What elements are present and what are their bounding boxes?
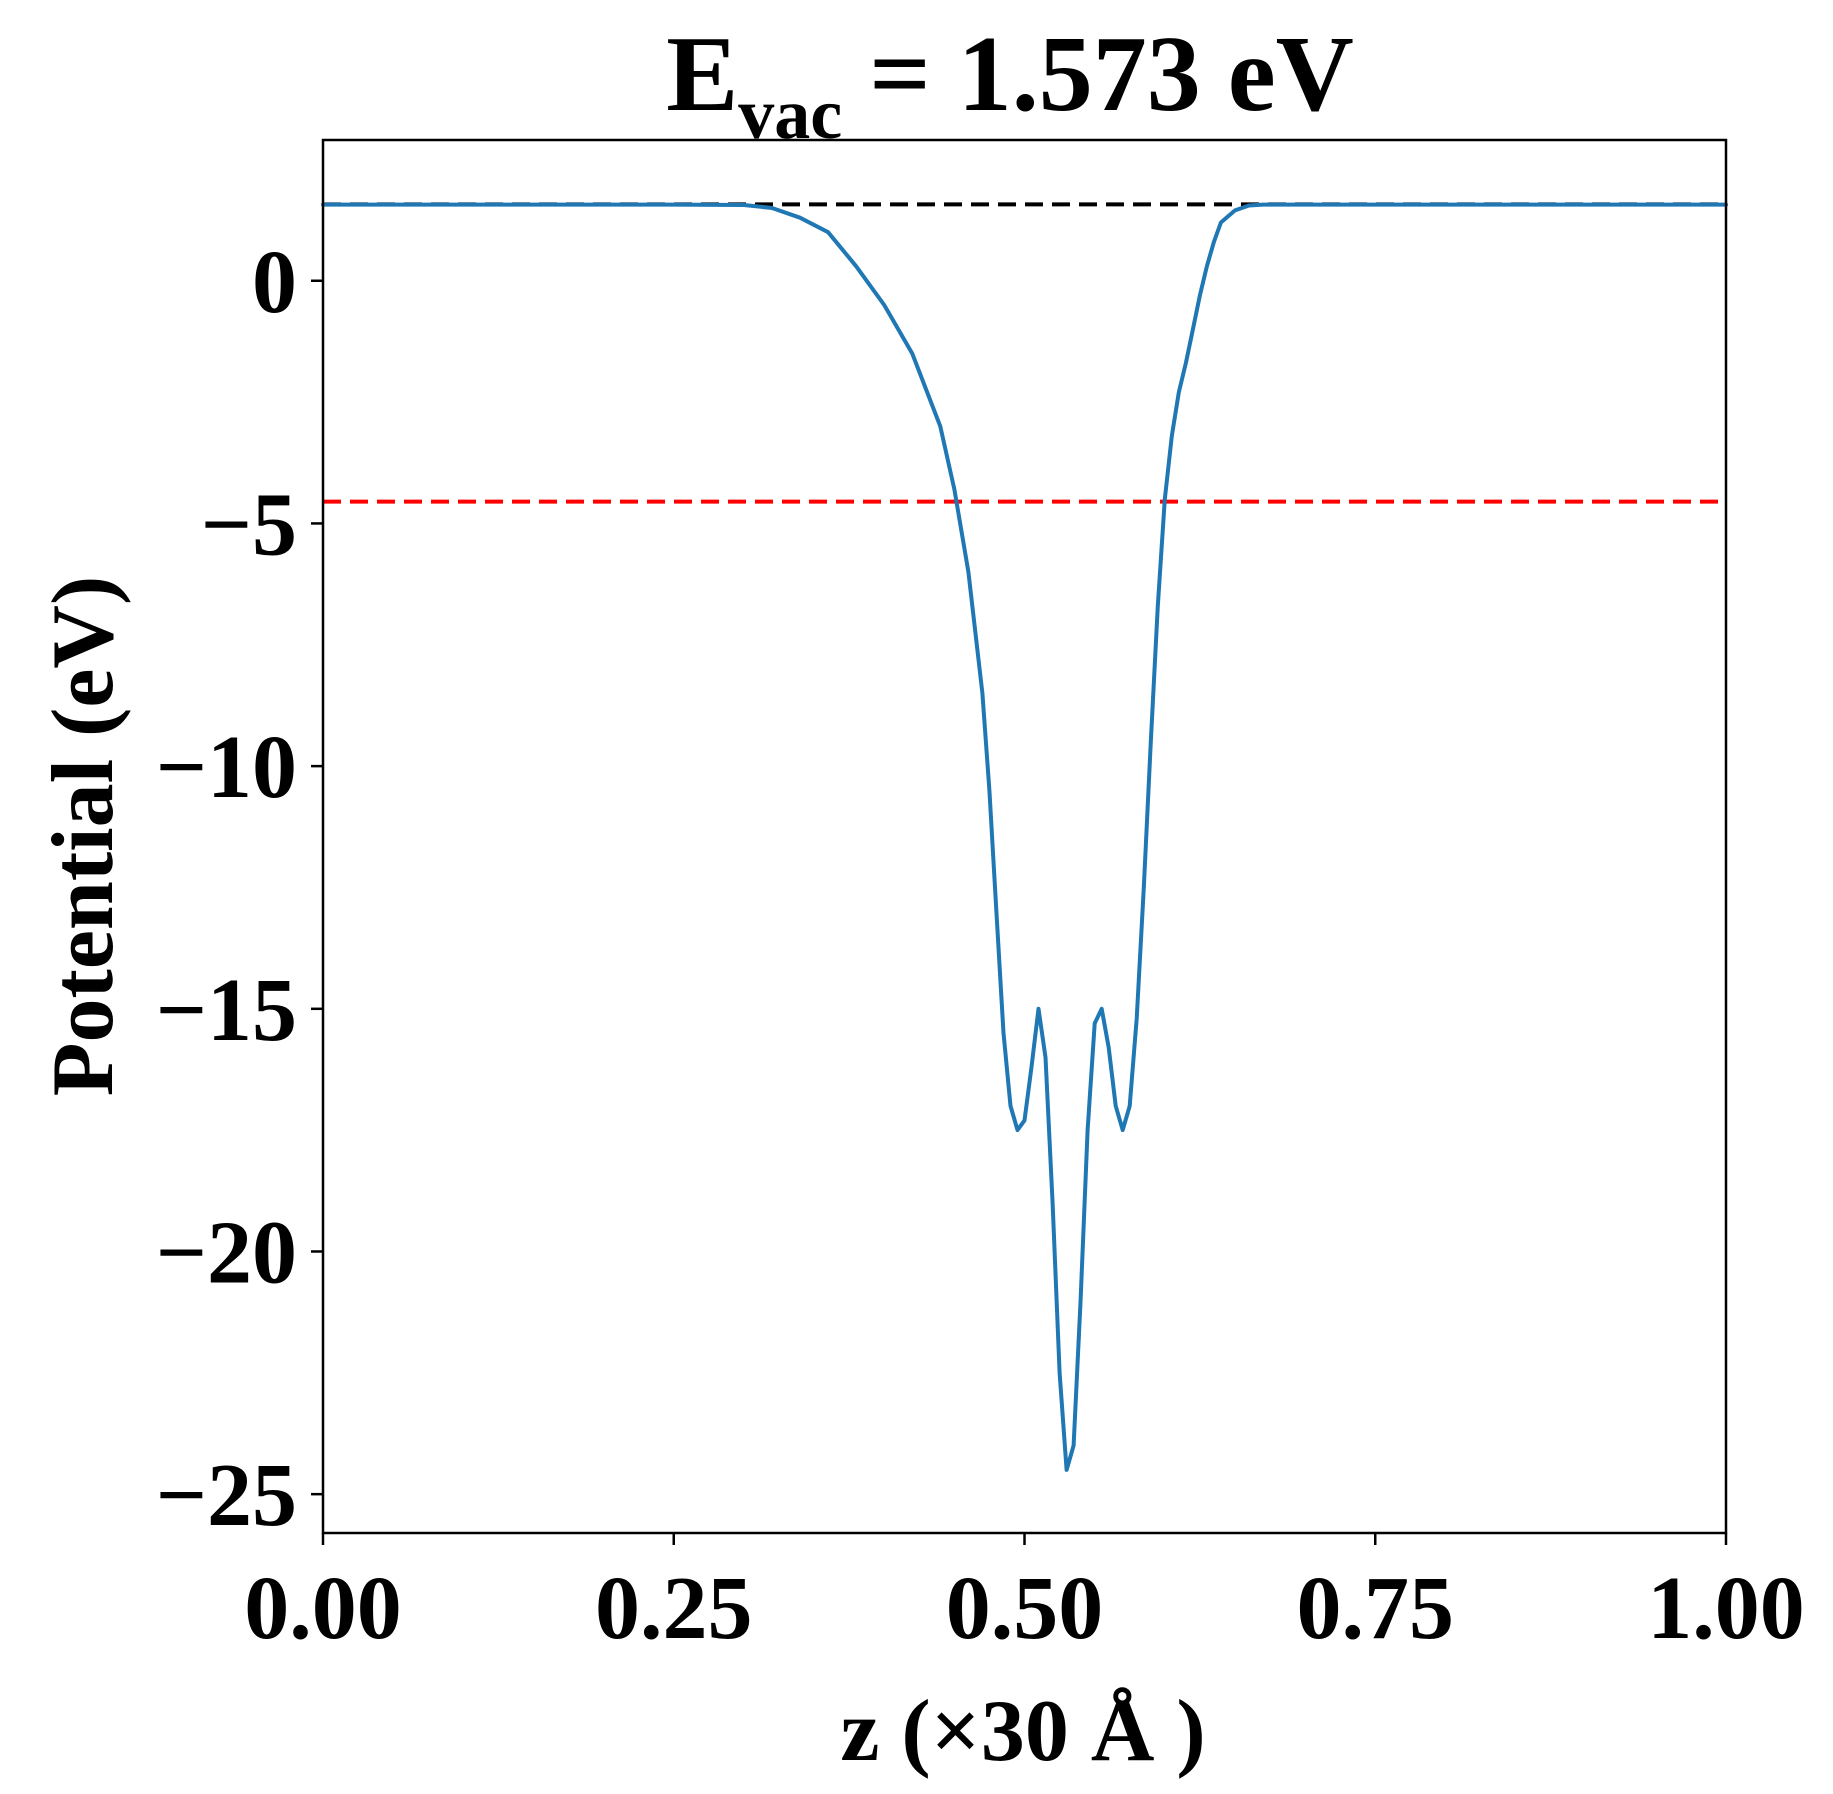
x-tick-label: 1.00 xyxy=(1647,1559,1805,1658)
y-tick-label: −15 xyxy=(156,961,297,1060)
x-tick-label: 0.00 xyxy=(244,1559,402,1658)
reference-lines xyxy=(323,202,1726,504)
x-axis-label: z (×30 Å ) xyxy=(840,1683,1205,1780)
chart-title-main: E xyxy=(666,15,738,134)
y-tick-label: 0 xyxy=(252,233,297,332)
series-group xyxy=(321,202,1728,1472)
y-tick-label: −25 xyxy=(156,1446,297,1545)
y-axis-ticks: 0 −5 −10 −15 −20 −25 xyxy=(156,233,323,1545)
y-tick-label: −5 xyxy=(201,475,297,574)
chart-title-rest: = 1.573 eV xyxy=(842,15,1353,134)
plot-frame xyxy=(321,138,1728,1535)
chart-title: Evac = 1.573 eV xyxy=(666,15,1354,154)
y-tick-label: −20 xyxy=(156,1203,297,1302)
y-axis-label: Potential (eV) xyxy=(35,576,132,1096)
series-line-0 xyxy=(321,202,1728,1472)
x-axis-ticks: 0.00 0.25 0.50 0.75 1.00 xyxy=(244,1533,1805,1658)
y-tick-label: −10 xyxy=(156,718,297,817)
chart-title-subscript: vac xyxy=(738,74,842,154)
x-tick-label: 0.75 xyxy=(1297,1559,1455,1658)
x-tick-label: 0.25 xyxy=(595,1559,753,1658)
x-tick-label: 0.50 xyxy=(946,1559,1104,1658)
